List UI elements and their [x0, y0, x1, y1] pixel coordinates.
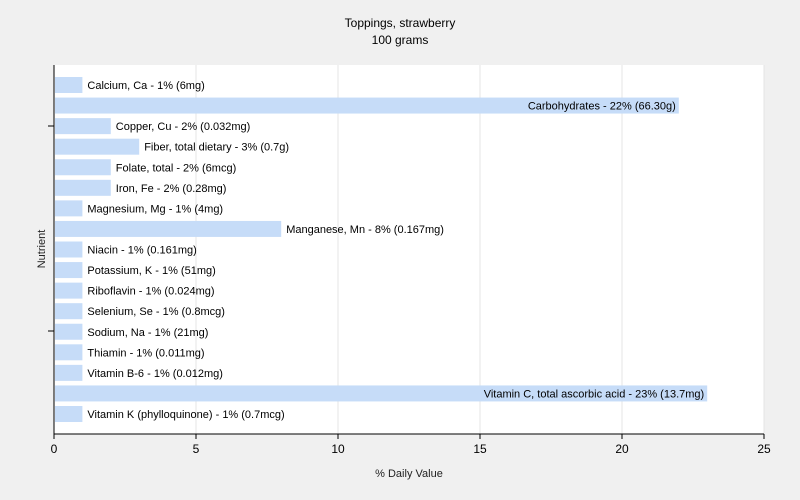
bar-label: Copper, Cu - 2% (0.032mg) [116, 121, 251, 133]
chart-subtitle: 100 grams [372, 33, 429, 47]
bar [55, 262, 83, 279]
gridlines [195, 65, 765, 434]
bar [55, 241, 83, 258]
bar [55, 118, 111, 135]
bar-label: Vitamin K (phylloquinone) - 1% (0.7mcg) [87, 409, 284, 421]
bar [55, 364, 83, 381]
bar-label: Sodium, Na - 1% (21mg) [87, 327, 208, 339]
bar [55, 138, 140, 155]
bar-label: Vitamin C, total ascorbic acid - 23% (13… [484, 388, 705, 400]
bar [55, 179, 111, 196]
bar-label: Carbohydrates - 22% (66.30g) [528, 101, 676, 113]
bar [55, 385, 708, 402]
chart-title: Toppings, strawberry [345, 16, 456, 30]
bar-label: Vitamin B-6 - 1% (0.012mg) [87, 368, 223, 380]
bar-label: Folate, total - 2% (6mcg) [116, 162, 236, 174]
bars-group: Calcium, Ca - 1% (6mg) Carbohydrates - 22… [55, 77, 708, 422]
bar [55, 303, 83, 320]
bar [55, 323, 83, 340]
x-tick-label: 15 [473, 442, 487, 456]
plot-background [54, 65, 764, 434]
x-tick-label: 0 [51, 442, 58, 456]
bar [55, 97, 679, 114]
bar-label: Calcium, Ca - 1% (6mg) [87, 80, 204, 92]
bar-label: Iron, Fe - 2% (0.28mg) [116, 183, 227, 195]
y-axis-label: Nutrient [36, 230, 48, 269]
x-ticks-group: 0 5 10 15 20 25 [51, 434, 771, 456]
bar [55, 282, 83, 299]
bar [55, 159, 111, 176]
bar-label: Thiamin - 1% (0.011mg) [87, 347, 204, 359]
bar-label: Fiber, total dietary - 3% (0.7g) [144, 142, 289, 154]
bar-label: Selenium, Se - 1% (0.8mcg) [87, 306, 225, 318]
bar [55, 220, 282, 237]
bar [55, 200, 83, 217]
bar [55, 344, 83, 361]
x-tick-label: 5 [193, 442, 200, 456]
x-tick-label: 25 [757, 442, 771, 456]
x-tick-label: 20 [615, 442, 629, 456]
bar-label: Manganese, Mn - 8% (0.167mg) [286, 224, 444, 236]
bar-label: Magnesium, Mg - 1% (4mg) [87, 203, 223, 215]
x-tick-label: 10 [331, 442, 345, 456]
bar [55, 406, 83, 422]
axes-group [48, 65, 764, 435]
bar-label: Potassium, K - 1% (51mg) [87, 265, 215, 277]
bar-label: Niacin - 1% (0.161mg) [87, 245, 196, 257]
x-axis-label: % Daily Value [375, 468, 443, 480]
bar [55, 77, 83, 93]
bar-label: Riboflavin - 1% (0.024mg) [87, 286, 214, 298]
